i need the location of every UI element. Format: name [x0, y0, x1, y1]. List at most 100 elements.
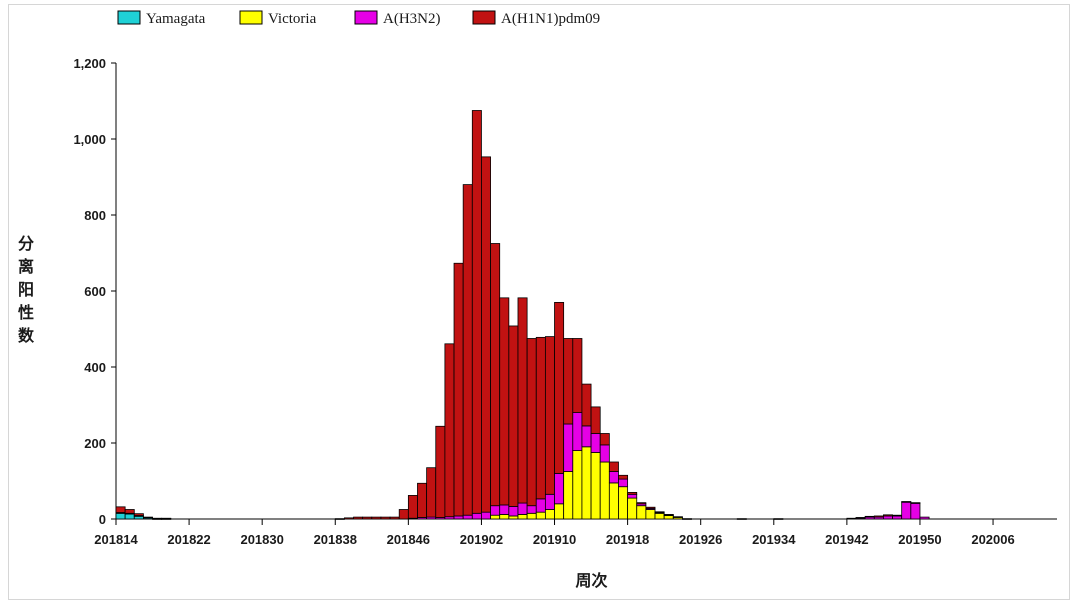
bar-ah3n2-201917: [618, 478, 629, 488]
x-axis-title: 周次: [575, 571, 607, 590]
bar-ah1n1pdm09-201923: [672, 516, 683, 518]
bar-ah1n1pdm09-201912: [572, 338, 583, 413]
bar-ah3n2-201903: [490, 505, 501, 516]
bar-victoria-201903: [490, 514, 501, 520]
bar-ah1n1pdm09-201907: [526, 338, 537, 507]
bar-ah1n1pdm09-201848: [426, 467, 437, 518]
bar-ah1n1pdm09-201908: [535, 336, 546, 500]
bar-ah1n1pdm09-201906: [517, 297, 528, 504]
bar-ah3n2-201915: [599, 444, 610, 463]
bar-ah1n1pdm09-201844: [389, 516, 400, 520]
bar-ah1n1pdm09-201846: [407, 495, 418, 519]
bar-ah3n2-201904: [499, 504, 510, 515]
x-tick-label-7: 201918: [606, 532, 649, 547]
bar-ah1n1pdm09-201944: [864, 515, 875, 518]
bar-ah1n1pdm09-201816: [133, 513, 144, 516]
bar-ah1n1pdm09-201850: [444, 343, 455, 518]
bar-ah3n2-201910: [554, 472, 565, 505]
bar-ah1n1pdm09-201849: [435, 425, 446, 518]
legend-swatch-1: [239, 10, 263, 25]
bar-ah1n1pdm09-201842: [371, 516, 382, 520]
bar-ah1n1pdm09-201845: [398, 509, 409, 520]
bar-ah1n1pdm09-201918: [627, 491, 638, 495]
legend-swatch-3: [472, 10, 496, 25]
legend: Yamagata Victoria A(H3N2) A(H1N1)pdm09: [117, 10, 600, 27]
y-tick-label-2: 400: [84, 360, 106, 375]
bar-ah3n2-201906: [517, 502, 528, 515]
x-tick-label-9: 201934: [752, 532, 796, 547]
bar-ah3n2-201905: [508, 506, 519, 517]
bar-ah3n2-201948: [901, 501, 912, 520]
bar-ah3n2-201950: [919, 516, 930, 520]
bar-ah1n1pdm09-201917: [618, 474, 629, 480]
bar-ah1n1pdm09-201915: [599, 433, 610, 446]
bar-ah3n2-201912: [572, 412, 583, 452]
bar-ah1n1pdm09-201817: [143, 516, 153, 519]
bar-victoria-201918: [627, 497, 638, 520]
legend-label-3: A(H1N1)pdm09: [501, 11, 600, 27]
bar-ah1n1pdm09-201919: [636, 502, 647, 505]
y-tick-label-5: 1,000: [73, 132, 106, 147]
bar-ah1n1pdm09-201852: [462, 184, 473, 516]
bar-ah3n2-201942: [846, 517, 857, 520]
y-tick-label-6: 1,200: [73, 56, 106, 71]
bar-ah1n1pdm09-201905: [508, 325, 519, 507]
bar-ah1n1pdm09-201945: [873, 515, 884, 518]
bar-ah1n1pdm09-201920: [645, 506, 656, 509]
bar-ah1n1pdm09-201922: [663, 514, 674, 516]
bar-victoria-201924: [682, 518, 692, 520]
bar-ah1n1pdm09-201903: [490, 243, 501, 507]
x-tick-label-3: 201838: [314, 532, 357, 547]
x-tick-label-5: 201902: [460, 532, 503, 547]
bar-ah1n1pdm09-201843: [380, 516, 391, 520]
bar-ah3n2-201902: [481, 511, 491, 520]
x-tick-label-8: 201926: [679, 532, 722, 547]
bar-ah3n2-201901: [471, 512, 482, 520]
bar-ah1n1pdm09-201946: [883, 514, 893, 517]
bar-ah3n2-201852: [462, 514, 473, 520]
bar-ah3n2-201918: [627, 493, 638, 499]
legend-label-1: Victoria: [268, 11, 317, 27]
bar-ah3n2-201851: [453, 515, 464, 520]
bar-ah1n1pdm09-201815: [124, 509, 135, 514]
bar-victoria-201908: [535, 511, 546, 520]
bar-ah3n2-201913: [581, 425, 592, 448]
bar-ah1n1pdm09-201839: [343, 517, 354, 520]
bar-yamagata-201814: [115, 512, 126, 520]
bar-ah1n1pdm09-201851: [453, 262, 464, 517]
bar-ah1n1pdm09-201914: [590, 406, 601, 434]
bar-ah1n1pdm09-201921: [654, 511, 665, 513]
bar-victoria-201916: [608, 482, 619, 520]
bar-victoria-201907: [526, 512, 537, 520]
y-tick-label-4: 800: [84, 208, 106, 223]
bar-ah1n1pdm09-201902: [481, 156, 491, 513]
bar-ah1n1pdm09-201930: [736, 518, 747, 520]
legend-swatch-2: [354, 10, 378, 25]
x-tick-label-10: 201942: [825, 532, 868, 547]
bar-ah1n1pdm09-201847: [417, 482, 428, 518]
bar-ah1n1pdm09-201916: [608, 461, 619, 472]
bar-victoria-201910: [554, 503, 565, 520]
y-tick-label-1: 200: [84, 436, 106, 451]
x-tick-label-1: 201822: [167, 532, 210, 547]
y-tick-label-3: 600: [84, 284, 106, 299]
y-axis-title: 分离阳性数: [18, 234, 35, 345]
x-tick-label-6: 201910: [533, 532, 576, 547]
bar-ah3n2-201907: [526, 505, 537, 514]
bar-victoria-201905: [508, 515, 519, 520]
bar-victoria-201919: [636, 505, 647, 520]
bar-victoria-201909: [544, 509, 555, 520]
bar-ah1n1pdm09-201934: [773, 518, 784, 520]
bar-ah3n2-201947: [892, 515, 903, 520]
bar-victoria-201921: [654, 512, 665, 520]
bar-ah1n1pdm09-201949: [910, 502, 921, 504]
bar-victoria-201911: [563, 471, 574, 520]
bars: [115, 110, 930, 520]
bar-victoria-201917: [618, 486, 629, 520]
bar-ah3n2-201916: [608, 471, 619, 484]
bar-ah1n1pdm09-201819: [161, 517, 172, 520]
x-tick-label-12: 202006: [971, 532, 1014, 547]
x-tick-label-2: 201830: [240, 532, 283, 547]
y-tick-label-0: 0: [99, 512, 106, 527]
bar-ah1n1pdm09-201909: [544, 336, 555, 495]
